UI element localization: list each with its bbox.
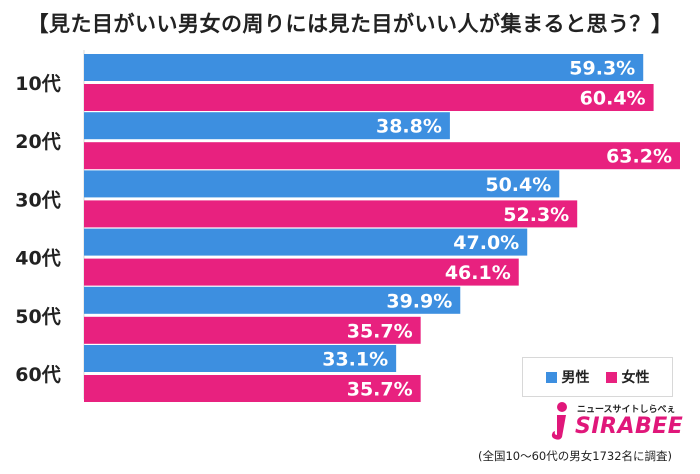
logo-i-icon <box>551 402 567 440</box>
bar-male <box>84 228 528 256</box>
legend: 男性 女性 <box>522 357 673 397</box>
category-label: 30代 <box>15 189 60 211</box>
sirabee-logo: ニュースサイトしらべぇ SIRABEE <box>547 401 684 443</box>
bar-female <box>84 84 654 111</box>
data-label-male: 33.1% <box>322 349 388 371</box>
data-label-male: 47.0% <box>453 232 519 254</box>
logo-tagline: ニュースサイトしらべぇ <box>577 405 676 415</box>
data-label-male: 50.4% <box>485 174 551 196</box>
data-label-male: 39.9% <box>386 290 452 312</box>
logo-wordmark: SIRABEE <box>575 414 684 439</box>
category-label: 60代 <box>15 364 60 386</box>
category-label: 40代 <box>15 248 60 270</box>
data-label-female: 63.2% <box>606 146 672 168</box>
legend-swatch-male <box>545 371 557 383</box>
legend-swatch-female <box>605 371 617 383</box>
category-label: 50代 <box>15 306 60 328</box>
bar-male <box>84 112 450 140</box>
data-label-female: 60.4% <box>580 88 646 110</box>
category-label: 20代 <box>15 131 60 153</box>
category-label: 10代 <box>15 73 60 95</box>
bar-female <box>84 375 421 402</box>
legend-label-female: 女性 <box>621 370 650 386</box>
survey-footnote: (全国10〜60代の男女1732名に調査) <box>478 449 673 463</box>
bar-female <box>84 258 519 286</box>
data-label-female: 35.7% <box>347 379 413 401</box>
bar-female <box>84 200 578 228</box>
data-label-female: 35.7% <box>347 320 413 342</box>
bar-male <box>84 286 461 314</box>
data-label-female: 52.3% <box>503 204 569 226</box>
bar-male <box>84 345 397 372</box>
legend-item-female: 女性 <box>605 367 650 387</box>
legend-label-male: 男性 <box>561 370 590 386</box>
legend-item-male: 男性 <box>545 367 590 387</box>
data-label-female: 46.1% <box>445 262 511 284</box>
chart-title: 【見た目がいい男女の周りには見た目がいい人が集まると思う？】 <box>27 12 673 36</box>
bar-male <box>84 54 644 81</box>
data-label-male: 59.3% <box>569 58 635 80</box>
data-label-male: 38.8% <box>376 116 442 138</box>
bar-female <box>84 316 421 344</box>
bar-female <box>84 142 680 170</box>
bar-male <box>84 170 560 198</box>
